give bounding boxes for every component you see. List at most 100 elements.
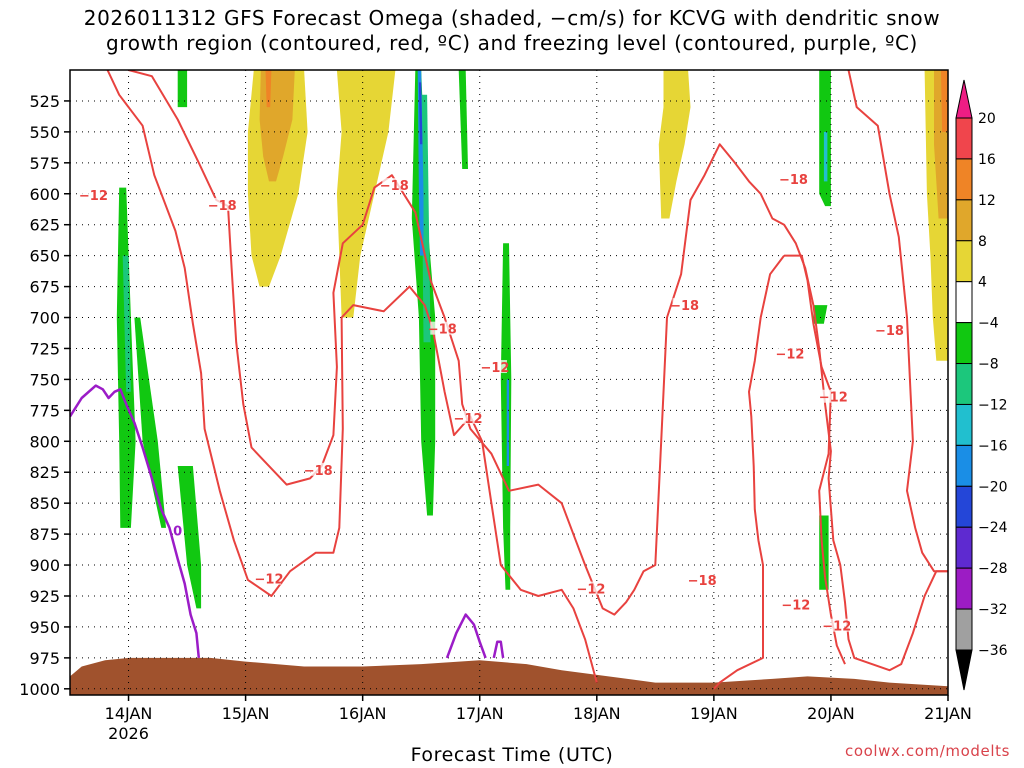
- plot-frame: [69, 69, 949, 696]
- contour-label-bg-3: [430, 321, 455, 335]
- colorbar-label-9: −20: [978, 479, 1008, 495]
- y-tick-label-550: 550: [29, 123, 60, 142]
- omega-region-11: [177, 70, 188, 108]
- colorbar-bin-9: [955, 444, 973, 487]
- contour-label-bg-4: [482, 360, 507, 374]
- x-tick-label-4: 18JAN: [573, 704, 621, 723]
- x-tick-label-0: 14JAN: [105, 704, 153, 723]
- colorbar-label-7: −12: [978, 397, 1008, 413]
- contour-label-bg-8: [578, 581, 603, 595]
- y-tick-label-900: 900: [29, 556, 60, 575]
- y-tick-label-700: 700: [29, 309, 60, 328]
- x-tick-label-2: 16JAN: [339, 704, 387, 723]
- colorbar-label-6: −8: [978, 357, 999, 373]
- omega-region-10: [177, 466, 202, 609]
- colorbar-label-8: −16: [978, 438, 1008, 454]
- omega-region-4: [658, 70, 691, 219]
- dendritic-contour-2: [847, 70, 948, 573]
- y-tick-label-725: 725: [29, 339, 60, 358]
- chart-title-line-1: 2026011312 GFS Forecast Omega (shaded, −…: [83, 6, 941, 30]
- omega-region-1: [336, 70, 396, 318]
- dendritic-contour-1: [128, 70, 948, 672]
- contour-label-bg-0: [81, 188, 106, 201]
- x-tick-sublabel-0: 2026: [108, 724, 149, 743]
- colorbar-label-12: −32: [978, 602, 1008, 618]
- x-tick-label-6: 20JAN: [807, 704, 855, 723]
- colorbar-bin-4: [955, 240, 973, 283]
- contour-label-11: −18: [779, 173, 808, 188]
- contour-label-0: −12: [79, 189, 108, 204]
- contour-label-9: −18: [670, 299, 699, 314]
- colorbar-bottom-arrow: [955, 649, 973, 691]
- chart-title: 2026011312 GFS Forecast Omega (shaded, −…: [0, 6, 1024, 56]
- contour-label-8: −12: [576, 583, 605, 598]
- contour-label-bg-1: [210, 197, 235, 211]
- omega-region-7: [941, 70, 948, 132]
- x-tick-label-3: 17JAN: [456, 704, 504, 723]
- dendritic-contour-layer: [106, 70, 948, 690]
- contour-label-bg-16: [824, 618, 849, 632]
- colorbar-bin-2: [955, 158, 973, 201]
- contour-label-bg-2: [382, 178, 407, 192]
- colorbar-bin-6: [955, 322, 973, 365]
- contour-label-4: −12: [480, 361, 509, 376]
- y-tick-label-575: 575: [29, 154, 60, 173]
- colorbar-bin-8: [955, 403, 973, 446]
- y-tick-label-825: 825: [29, 463, 60, 482]
- colorbar-bin-5: [955, 281, 973, 324]
- contour-label-bg-15: [783, 597, 808, 611]
- contour-label-bg-13: [821, 389, 846, 403]
- colorbar-label-4: 4: [978, 275, 987, 291]
- y-tick-label-925: 925: [29, 587, 60, 606]
- contour-label-layer: −12−18−18−18−12−12−18−12−12−18−18−18−12−…: [79, 171, 904, 635]
- colorbar-bin-3: [955, 199, 973, 242]
- x-tick-label-1: 15JAN: [222, 704, 270, 723]
- chart-title-line-2: growth region (contoured, red, ºC) and f…: [106, 31, 918, 55]
- colorbar: 20 16 12 8 4 −4 −8 −12 −16 −20 −24 −28 −32 −36: [955, 79, 1008, 691]
- omega-region-21: [417, 70, 424, 256]
- omega-region-20: [823, 131, 828, 182]
- x-tick-label-5: 19JAN: [690, 704, 738, 723]
- terrain-fill: [70, 657, 948, 695]
- y-tick-label-600: 600: [29, 185, 60, 204]
- contour-label-bg-12: [777, 346, 802, 360]
- omega-region-9: [134, 317, 166, 528]
- contour-label-10: −18: [688, 574, 717, 589]
- omega-region-14: [500, 243, 512, 590]
- y-tick-label-950: 950: [29, 618, 60, 637]
- colorbar-label-3: 8: [978, 234, 987, 250]
- axes-layer: 525 550 575 600 625 650 675 700 725 750 775 800 825 8…: [19, 69, 972, 743]
- y-tick-label-625: 625: [29, 216, 60, 235]
- freezing-label: 0: [173, 524, 182, 539]
- omega-region-18: [122, 255, 131, 392]
- contour-label-12: −12: [775, 347, 804, 362]
- colorbar-label-11: −28: [978, 561, 1008, 577]
- contour-label-bg-11: [781, 171, 806, 185]
- x-axis-title: Forecast Time (UTC): [410, 744, 614, 766]
- contour-label-2: −18: [380, 179, 409, 194]
- omega-shading-layer: [116, 70, 948, 609]
- colorbar-label-5: −4: [978, 316, 999, 332]
- colorbar-bin-12: [955, 567, 973, 610]
- omega-region-3: [265, 70, 272, 108]
- x-tick-label-7: 21JAN: [924, 704, 972, 723]
- colorbar-label-1: 16: [978, 152, 996, 168]
- freezing-level-layer: [70, 384, 505, 659]
- colorbar-top-arrow: [955, 79, 973, 119]
- y-tick-label-875: 875: [29, 525, 60, 544]
- contour-label-1: −18: [208, 199, 237, 214]
- freezing-contour-0: [70, 384, 201, 659]
- dendritic-contour-3: [784, 254, 846, 665]
- freezing-contour-1: [445, 613, 487, 659]
- contour-label-7: −12: [255, 573, 284, 588]
- omega-region-23: [506, 379, 509, 466]
- colorbar-bin-13: [955, 608, 973, 651]
- contour-label-bg-10: [690, 572, 715, 586]
- omega-region-22: [418, 82, 423, 145]
- y-tick-label-775: 775: [29, 401, 60, 420]
- contour-label-3: −18: [428, 323, 457, 338]
- site-credit: coolwx.com/modelts: [845, 742, 1010, 760]
- contour-label-bg-14: [877, 322, 902, 336]
- contour-label-13: −12: [819, 391, 848, 406]
- colorbar-label-13: −36: [978, 643, 1008, 659]
